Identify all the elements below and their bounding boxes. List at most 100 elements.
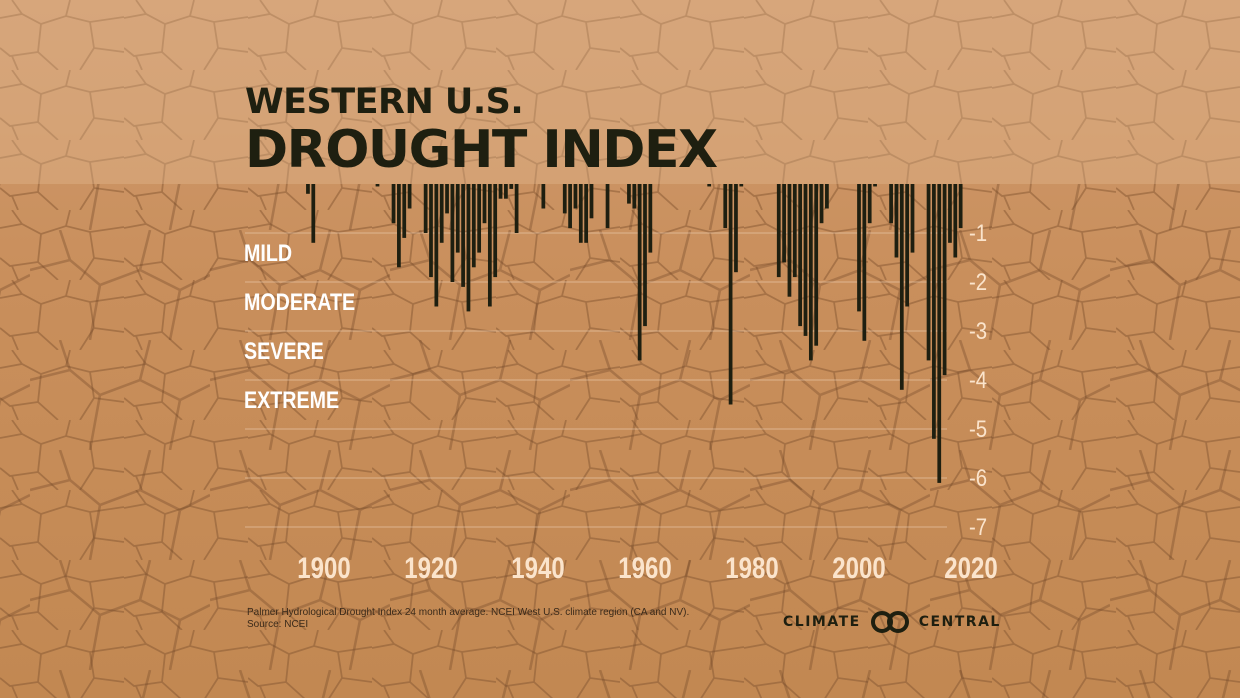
bar-1932 [493, 184, 498, 278]
bar-1926 [461, 184, 465, 287]
bar-1986 [782, 184, 786, 263]
y-tick-neg2: -2 [969, 268, 987, 295]
bar-1924 [450, 184, 455, 282]
bar-series [306, 184, 963, 483]
bar-1910 [375, 184, 380, 187]
bar-1988 [792, 184, 797, 278]
bar-1928 [471, 184, 476, 268]
y-tick-neg7: -7 [969, 513, 987, 540]
bar-1972 [707, 184, 712, 187]
bar-1922 [439, 184, 444, 243]
bar-1947 [573, 184, 578, 209]
bar-1933 [498, 184, 503, 199]
y-tick-neg6: -6 [969, 464, 987, 491]
x-tick-1940: 1940 [511, 550, 564, 584]
title-band [0, 0, 1240, 184]
bar-1927 [466, 184, 471, 312]
bar-1989 [798, 184, 803, 327]
bar-1935 [509, 184, 514, 189]
footnote-source: Source: NCEI [247, 619, 309, 630]
bar-1930 [482, 184, 487, 224]
bar-2006 [889, 184, 893, 224]
bar-1960 [643, 184, 647, 327]
bar-1946 [568, 184, 572, 229]
bar-1936 [514, 184, 519, 233]
bar-2016 [942, 184, 947, 376]
bar-1934 [504, 184, 508, 199]
bar-1958 [632, 184, 637, 209]
category-label-severe: SEVERE [244, 337, 324, 364]
bar-2015 [937, 184, 942, 483]
x-tick-1980: 1980 [725, 550, 778, 584]
bar-1993 [819, 184, 824, 224]
bar-1913 [391, 184, 396, 224]
bar-1987 [787, 184, 792, 297]
bar-1992 [814, 184, 819, 346]
y-tick-neg3: -3 [969, 317, 987, 344]
bar-1929 [477, 184, 482, 253]
logo-text-left: CLIMATE [783, 614, 861, 630]
bar-1994 [825, 184, 829, 209]
y-tick-neg1: -1 [969, 219, 987, 246]
chart-title-line1: WESTERN U.S. [245, 82, 524, 122]
bar-1914 [397, 184, 401, 268]
logo-text-right: CENTRAL [918, 614, 1001, 630]
bar-1945 [562, 184, 567, 214]
bar-1920 [429, 184, 433, 278]
bar-2018 [953, 184, 958, 258]
footnote: Palmer Hydrological Drought Index 24 mon… [247, 607, 689, 631]
category-label-mild: MILD [244, 239, 292, 266]
bar-2019 [958, 184, 963, 229]
bar-1941 [541, 184, 546, 209]
y-axis-ticks: -1 -2 -3 -4 -5 -6 -7 [969, 219, 987, 540]
x-tick-2020: 2020 [944, 550, 997, 584]
bar-2017 [948, 184, 952, 243]
category-labels: MILD MODERATE SEVERE EXTREME [244, 239, 355, 413]
bar-1897 [306, 184, 310, 194]
x-tick-1920: 1920 [404, 550, 457, 584]
bar-1915 [402, 184, 407, 238]
bar-1978 [739, 184, 744, 187]
y-tick-neg4: -4 [969, 366, 987, 393]
x-tick-1960: 1960 [618, 550, 671, 584]
x-tick-2000: 2000 [832, 550, 885, 584]
x-axis-ticks: 1900 1920 1940 1960 1980 2000 2020 [297, 550, 997, 584]
chart-title-line2: DROUGHT INDEX [245, 120, 718, 180]
bar-1931 [487, 184, 492, 307]
category-label-moderate: MODERATE [244, 288, 355, 315]
logo-rings-icon [870, 611, 909, 633]
bar-1921 [434, 184, 439, 307]
bar-1948 [578, 184, 583, 243]
bar-1923 [445, 184, 449, 214]
bar-2002 [867, 184, 872, 224]
bar-2009 [905, 184, 910, 307]
bar-2014 [932, 184, 936, 439]
bar-2000 [857, 184, 861, 312]
bar-2003 [873, 184, 877, 187]
bar-1977 [734, 184, 738, 273]
bar-1950 [589, 184, 594, 219]
bar-1949 [584, 184, 589, 243]
bar-2013 [926, 184, 931, 361]
bar-1961 [648, 184, 653, 253]
bar-1991 [808, 184, 813, 361]
bar-2010 [910, 184, 915, 253]
gridlines [245, 232, 947, 528]
bar-2001 [862, 184, 867, 341]
y-tick-neg5: -5 [969, 415, 987, 442]
bar-1975 [723, 184, 728, 229]
bar-1959 [637, 184, 642, 361]
bar-1898 [311, 184, 316, 243]
bar-1985 [776, 184, 781, 278]
bar-1916 [407, 184, 412, 209]
bar-1976 [728, 184, 733, 405]
bar-1957 [627, 184, 631, 204]
climate-central-logo: CLIMATE CENTRAL [783, 610, 1001, 634]
category-label-extreme: EXTREME [244, 386, 339, 413]
footnote-description: Palmer Hydrological Drought Index 24 mon… [247, 607, 690, 618]
bar-2007 [894, 184, 899, 258]
bar-1953 [605, 184, 610, 229]
